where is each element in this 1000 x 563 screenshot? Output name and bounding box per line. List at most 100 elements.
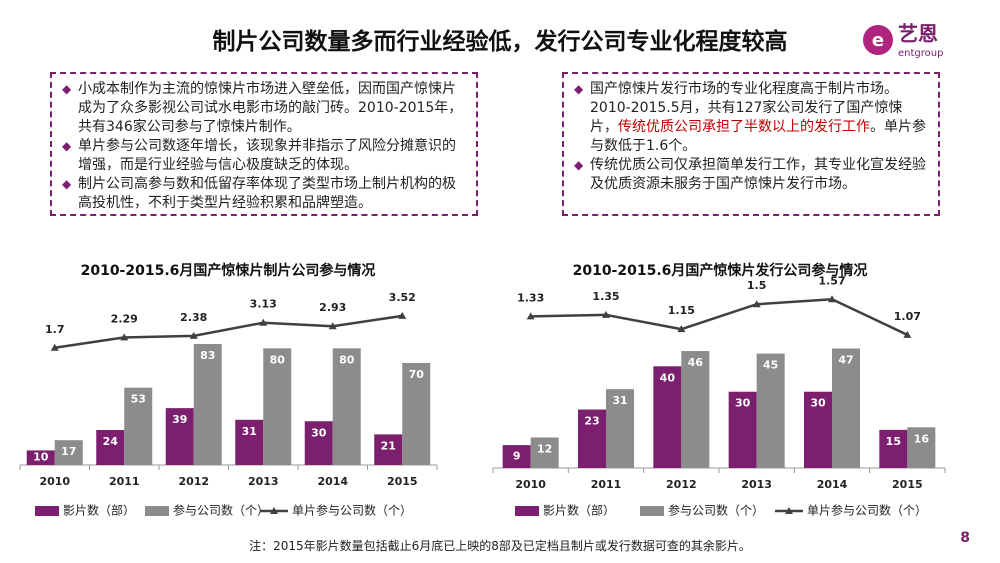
line-label: 2.93: [319, 301, 346, 314]
bar: [263, 348, 292, 465]
line-marker: [259, 318, 268, 326]
line-marker: [677, 325, 686, 333]
bar: [374, 434, 403, 465]
bar: [54, 440, 83, 465]
bar: [165, 408, 194, 465]
line-marker: [50, 343, 59, 351]
x-tick-label: 2010: [515, 478, 546, 491]
line-marker: [526, 312, 535, 320]
bullet-text: 。单片参与数低于1.6个。: [590, 119, 926, 154]
legend-label: 影片数（部）: [63, 503, 135, 518]
bar-label: 23: [584, 415, 599, 428]
line-label: 1.5: [747, 279, 767, 292]
legend-swatch: [145, 506, 169, 516]
bar: [578, 409, 606, 468]
bar: [96, 430, 125, 465]
line-label: 3.52: [389, 291, 416, 304]
bar: [728, 391, 757, 468]
bar-label: 30: [311, 426, 327, 439]
bullet-text: 制片公司高参与数和低留存率体现了类型市场上制片机构的极高投机性，不利于类型片经验…: [78, 176, 456, 211]
left-textbox: 小成本制作为主流的惊悚片市场进入壁垒低，因而国产惊悚片成为了众多影视公司试水电影…: [50, 72, 478, 216]
line-label: 1.15: [668, 304, 695, 317]
bullet-text: 国产惊悚片发行市场的专业化程度高于制片市场。2010-2015.5月，共有127…: [590, 81, 903, 135]
line-marker: [828, 295, 836, 303]
bar-label: 24: [103, 435, 119, 448]
x-tick-label: 2012: [666, 478, 697, 491]
bar: [304, 421, 333, 465]
x-tick-label: 2014: [317, 475, 348, 488]
line-label: 2.29: [111, 312, 138, 325]
bullet-text: 单片参与公司数逐年增长，该现象并非指示了风险分摊意识的增强，而是行业经验与信心极…: [78, 138, 456, 173]
bar: [402, 362, 431, 465]
line-label: 1.57: [818, 274, 845, 287]
legend-swatch: [35, 506, 59, 516]
bar: [124, 387, 153, 465]
logo-sub: entgroup: [898, 48, 943, 59]
bar-label: 30: [810, 397, 826, 410]
legend-swatch: [270, 507, 278, 514]
bar: [653, 366, 682, 468]
bar: [235, 419, 264, 465]
bar-label: 70: [409, 368, 425, 381]
legend-label: 参与公司数（个）: [668, 503, 764, 518]
bullet: 国产惊悚片发行市场的专业化程度高于制片市场。2010-2015.5月，共有127…: [574, 80, 928, 156]
bullet: 制片公司高参与数和低留存率体现了类型市场上制片机构的极高投机性，不利于类型片经验…: [62, 175, 466, 213]
line-marker: [903, 330, 912, 338]
legend-label: 参与公司数（个）: [173, 503, 269, 518]
x-tick-label: 2015: [387, 475, 418, 488]
bar: [502, 445, 531, 468]
bar: [804, 391, 832, 468]
logo: e 艺恩 entgroup: [863, 22, 943, 59]
logo-mark: e: [872, 30, 884, 51]
bullet: 单片参与公司数逐年增长，该现象并非指示了风险分摊意识的增强，而是行业经验与信心极…: [62, 137, 466, 175]
line-label: 1.7: [45, 323, 65, 336]
bar-label: 9: [513, 450, 521, 463]
bar: [832, 348, 860, 468]
bar: [907, 427, 936, 468]
legend-swatch: [785, 507, 793, 514]
legend-label: 影片数（部）: [543, 503, 615, 518]
line-marker: [398, 311, 407, 319]
legend-label: 单片参与公司数（个）: [292, 503, 412, 518]
bar-label: 53: [131, 393, 146, 406]
x-tick-label: 2013: [248, 475, 279, 488]
bar-label: 47: [838, 353, 853, 366]
line-label: 3.13: [250, 298, 277, 311]
page-number: 8: [960, 530, 970, 546]
line-marker: [602, 310, 610, 318]
bullet: 小成本制作为主流的惊悚片市场进入壁垒低，因而国产惊悚片成为了众多影视公司试水电影…: [62, 80, 466, 137]
bar: [756, 353, 785, 468]
line-marker: [328, 322, 337, 330]
x-tick-label: 2010: [39, 475, 70, 488]
line-label: 2.38: [180, 311, 207, 324]
x-tick-label: 2011: [591, 478, 622, 491]
x-tick-label: 2012: [178, 475, 209, 488]
bar: [530, 437, 559, 468]
line-label: 1.33: [517, 291, 544, 304]
bar: [606, 389, 634, 468]
bar-label: 40: [660, 371, 676, 384]
bar: [26, 450, 55, 465]
x-tick-label: 2013: [741, 478, 772, 491]
right-textbox: 国产惊悚片发行市场的专业化程度高于制片市场。2010-2015.5月，共有127…: [562, 72, 940, 216]
logo-icon: [863, 25, 893, 55]
bar: [332, 348, 361, 465]
bullet-text: 传统优质公司承担了半数以上的发行工作: [618, 119, 870, 135]
bullet-text: 传统优质公司仅承担简单发行工作，其专业化宣发经验及优质资源未服务于国产惊悚片发行…: [590, 157, 926, 192]
bar-label: 80: [270, 353, 286, 366]
bar-label: 45: [763, 359, 778, 372]
bar: [879, 429, 908, 468]
bar-label: 30: [735, 397, 751, 410]
bar-label: 21: [381, 439, 396, 452]
x-tick-label: 2014: [817, 478, 848, 491]
logo-name: 艺恩: [898, 22, 938, 46]
x-tick-label: 2015: [892, 478, 923, 491]
bar-label: 31: [242, 425, 257, 438]
line: [54, 314, 403, 349]
bullet: 传统优质公司仅承担简单发行工作，其专业化宣发经验及优质资源未服务于国产惊悚片发行…: [574, 156, 928, 194]
bar-label: 15: [886, 435, 901, 448]
chart-title: 2010-2015.6月国产惊悚片发行公司参与情况: [573, 262, 868, 279]
bar: [681, 351, 710, 468]
